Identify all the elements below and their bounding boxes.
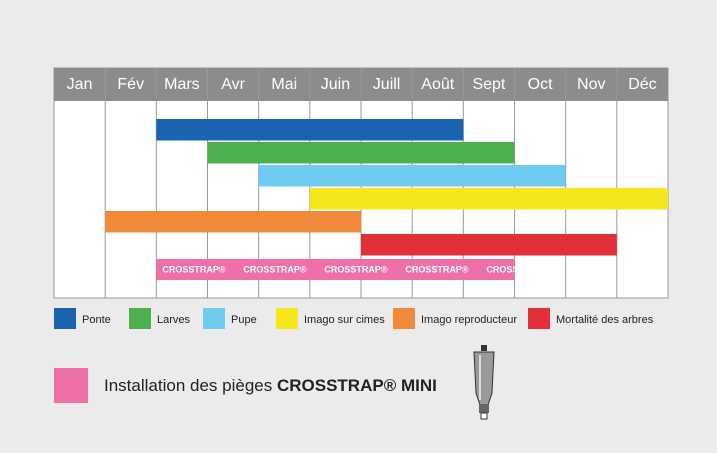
legend-swatch: [393, 308, 415, 329]
period-bar: [105, 211, 362, 233]
month-label: Oct: [528, 76, 553, 93]
legend-swatch: [129, 308, 151, 329]
month-label: Mai: [271, 76, 297, 93]
legend-label: Pupe: [231, 314, 257, 326]
period-bar: [258, 165, 566, 187]
month-label: Jan: [67, 76, 93, 93]
month-label: Mars: [164, 76, 200, 93]
legend-swatch: [276, 308, 298, 329]
legend-label: Imago sur cimes: [304, 314, 385, 326]
trap-bar-label: CROSSTRAP®: [162, 264, 226, 274]
trap-legend-swatch: [54, 368, 88, 403]
month-label: Sept: [472, 76, 505, 93]
trap-legend-text: Installation des pièges CROSSTRAP® MINI: [104, 376, 437, 395]
trap-bar-label: CROSSTRAP®: [486, 264, 550, 274]
period-bar: [361, 234, 617, 256]
legend-swatch: [528, 308, 550, 329]
month-label: Nov: [577, 76, 605, 93]
trap-bar-label: CROSSTRAP®: [243, 264, 307, 274]
legend-label: Ponte: [82, 314, 111, 326]
trap-bar-label: CROSSTRAP®: [324, 264, 388, 274]
trap-legend-text-part: Installation des pièges: [104, 376, 272, 395]
month-label: Fév: [117, 76, 144, 93]
trap-legend-product: CROSSTRAP® MINI: [277, 376, 437, 395]
legend-label: Imago reproducteur: [421, 314, 517, 326]
month-label: Août: [421, 76, 454, 93]
trap-bar: [156, 259, 515, 280]
month-label: Avr: [221, 76, 245, 93]
period-bar: [309, 188, 668, 210]
trap-labels: CROSSTRAP® CROSSTRAP® CROSSTRAP® CROSSTRAP®…: [162, 264, 550, 274]
legend-label: Mortalité des arbres: [556, 314, 654, 326]
period-bar: [156, 119, 464, 141]
month-label: Juill: [373, 76, 401, 93]
month-label: Juin: [321, 76, 350, 93]
trap-icon: [473, 345, 495, 420]
legend-label: Larves: [157, 314, 191, 326]
legend-swatch: [203, 308, 225, 329]
period-bar: [207, 142, 515, 164]
month-label: Déc: [628, 76, 656, 93]
legend-swatch: [54, 308, 76, 329]
trap-bar-label: CROSSTRAP®: [405, 264, 469, 274]
